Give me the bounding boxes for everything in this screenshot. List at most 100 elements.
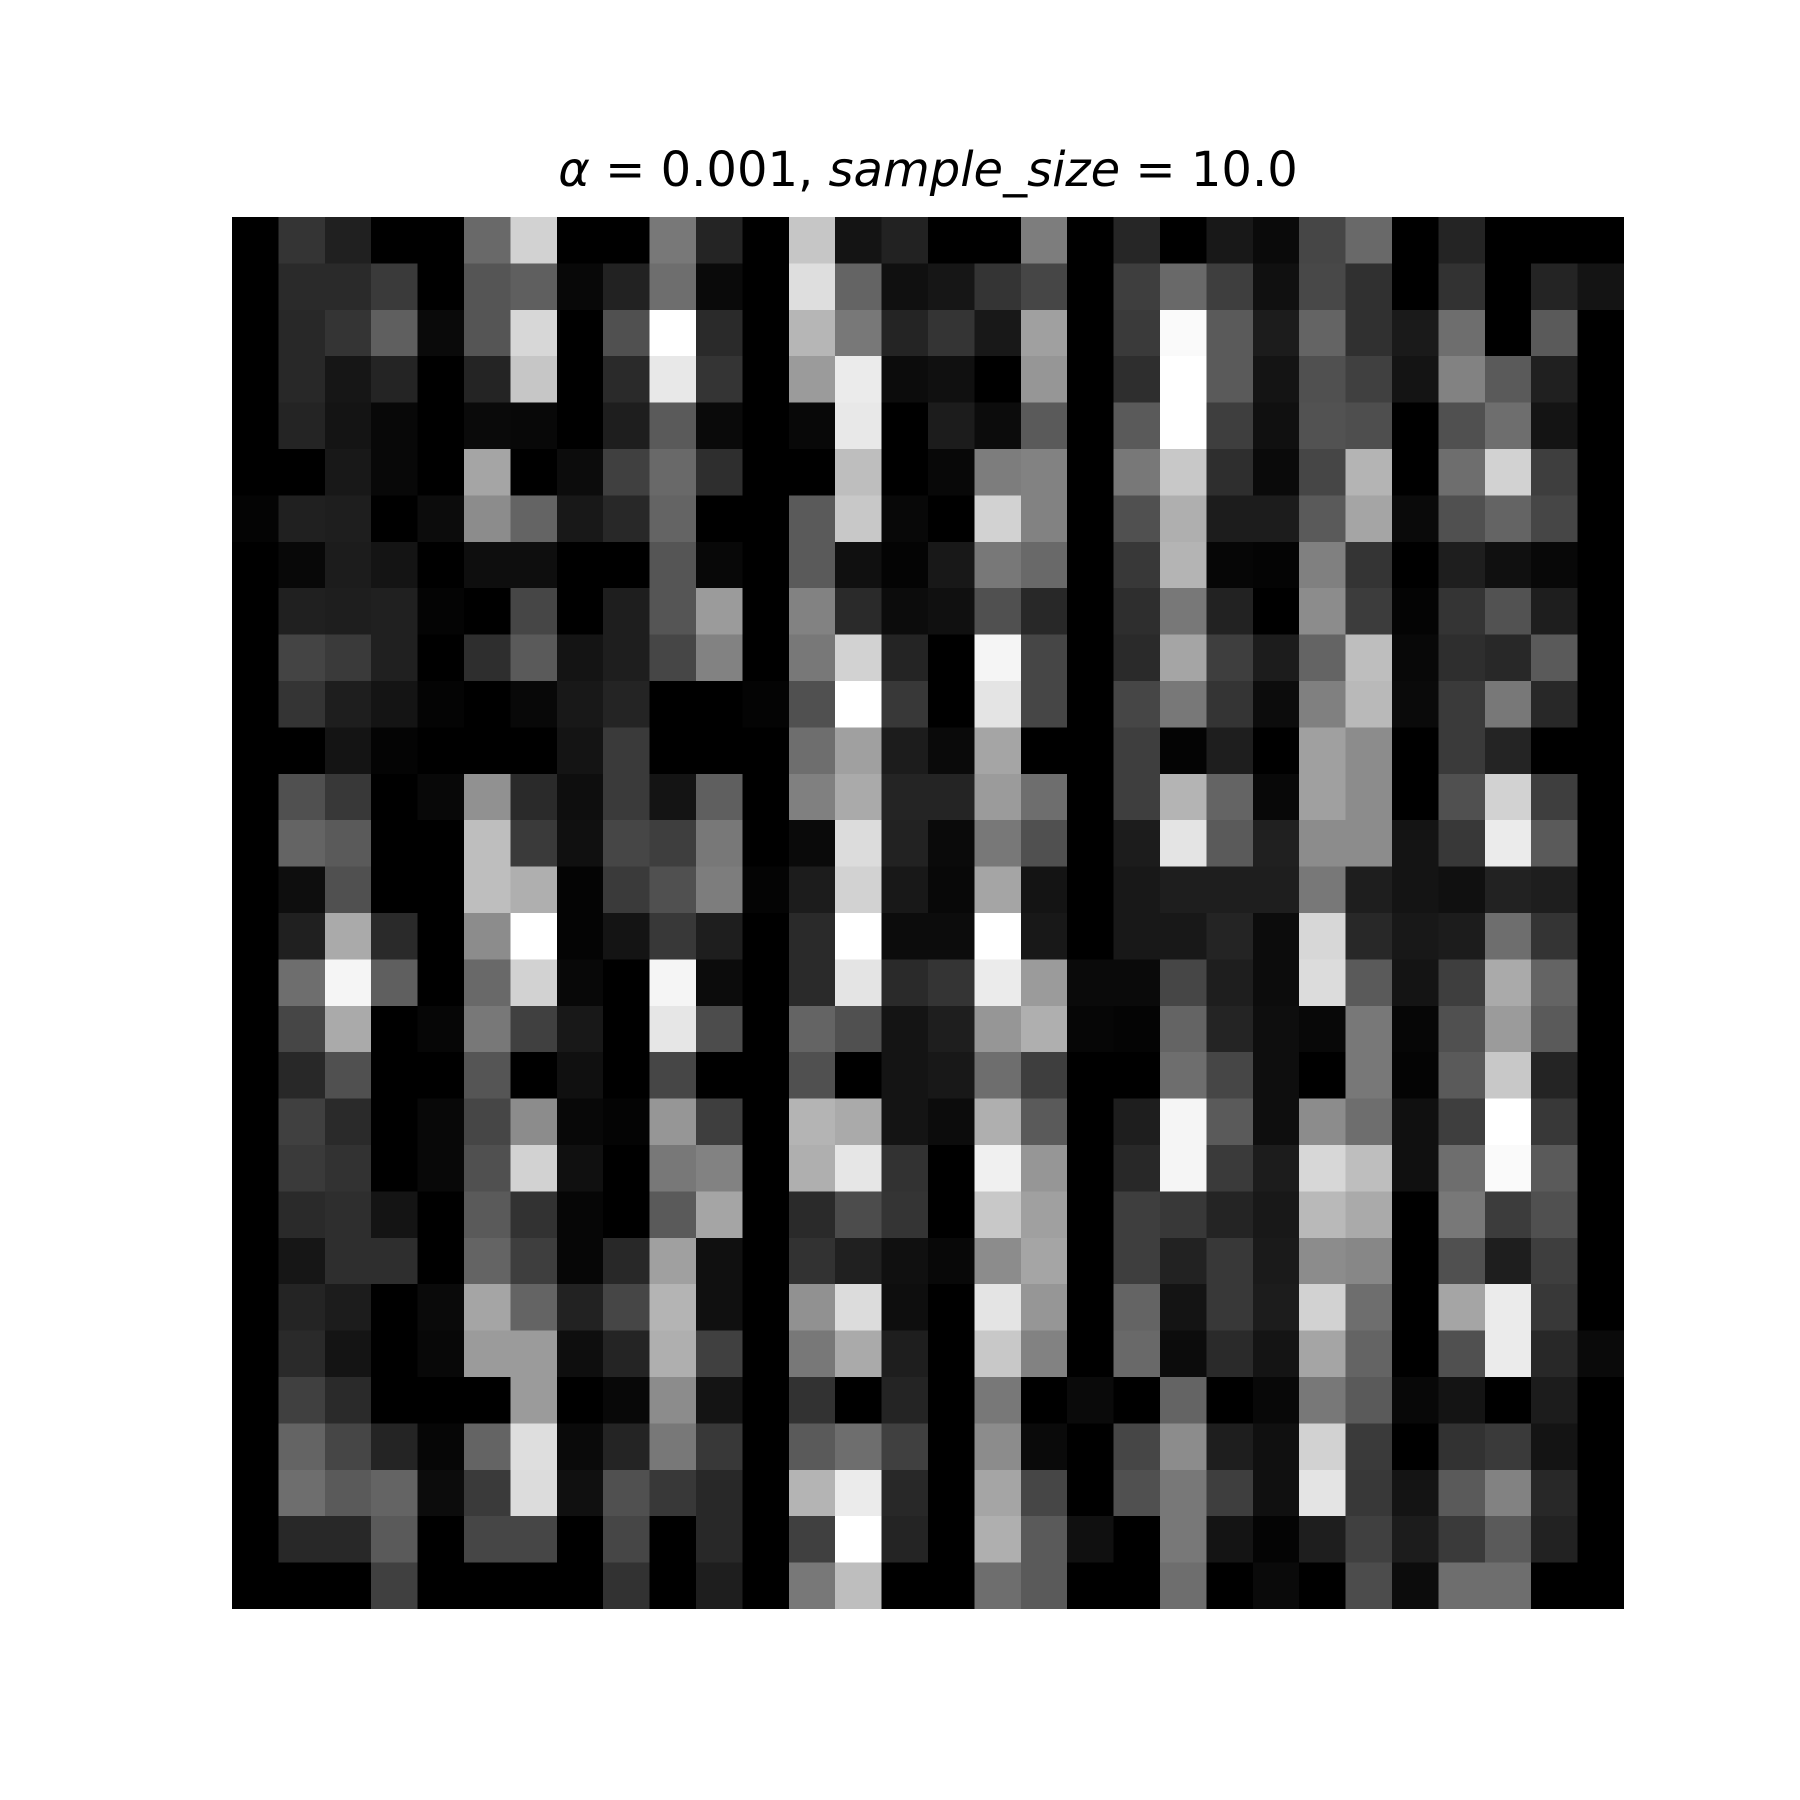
heatmap-cell-r6-c2 (324, 495, 372, 543)
heatmap-cell-r1-c0 (232, 263, 279, 311)
heatmap-cell-r7-c13 (835, 541, 883, 589)
heatmap-cell-r12-c13 (835, 773, 883, 821)
heatmap-cell-r28-c29 (1577, 1516, 1624, 1564)
heatmap-cell-r2-c10 (696, 309, 743, 357)
heatmap-cell-r6-c12 (788, 495, 836, 543)
heatmap-cell-r19-c29 (1577, 1098, 1624, 1146)
title-alpha-symbol: α (558, 142, 590, 198)
heatmap-cell-r5-c9 (649, 449, 697, 496)
heatmap-cell-r12-c18 (1067, 773, 1115, 821)
heatmap-cell-r4-c13 (835, 402, 883, 450)
heatmap-cell-r6-c23 (1299, 495, 1347, 543)
heatmap-cell-r13-c15 (928, 820, 975, 868)
heatmap-cell-r6-c15 (928, 495, 975, 543)
heatmap-cell-r29-c13 (835, 1562, 883, 1609)
heatmap-cell-r9-c13 (835, 634, 883, 682)
heatmap-cell-r7-c6 (510, 541, 558, 589)
heatmap-cell-r2-c21 (1206, 309, 1254, 357)
heatmap-cell-r1-c19 (1113, 263, 1161, 311)
heatmap-cell-r24-c15 (928, 1330, 975, 1378)
heatmap-cell-r10-c10 (696, 681, 743, 728)
heatmap-cell-r17-c25 (1392, 1005, 1439, 1053)
heatmap-cell-r2-c7 (556, 309, 604, 357)
heatmap-cell-r0-c2 (324, 217, 372, 264)
heatmap-cell-r26-c1 (278, 1423, 326, 1471)
heatmap-cell-r13-c18 (1067, 820, 1115, 868)
heatmap-cell-r0-c27 (1484, 217, 1532, 264)
heatmap-cell-r6-c13 (835, 495, 883, 543)
heatmap-cell-r13-c24 (1345, 820, 1393, 868)
heatmap-cell-r15-c18 (1067, 913, 1115, 960)
heatmap-cell-r22-c7 (556, 1237, 604, 1285)
heatmap-cell-r22-c26 (1438, 1237, 1486, 1285)
heatmap-cell-r7-c24 (1345, 541, 1393, 589)
heatmap-cell-r20-c2 (324, 1145, 372, 1192)
heatmap-cell-r21-c7 (556, 1191, 604, 1239)
heatmap-cell-r9-c11 (742, 634, 790, 682)
heatmap-cell-r4-c28 (1531, 402, 1579, 450)
heatmap-cell-r11-c22 (1252, 727, 1300, 775)
heatmap-cell-r5-c26 (1438, 449, 1486, 496)
heatmap-cell-r27-c12 (788, 1469, 836, 1517)
heatmap-cell-r20-c23 (1299, 1145, 1347, 1192)
heatmap-cell-r22-c14 (881, 1237, 929, 1285)
heatmap-cell-r2-c12 (788, 309, 836, 357)
heatmap-cell-r25-c0 (232, 1377, 279, 1424)
heatmap-cell-r23-c17 (1020, 1284, 1068, 1332)
heatmap-cell-r17-c5 (464, 1005, 511, 1053)
heatmap-cell-r13-c1 (278, 820, 326, 868)
heatmap-cell-r24-c26 (1438, 1330, 1486, 1378)
heatmap-cell-r2-c11 (742, 309, 790, 357)
heatmap-cell-r10-c4 (417, 681, 465, 728)
heatmap-cell-r8-c12 (788, 588, 836, 636)
heatmap-cell-r28-c24 (1345, 1516, 1393, 1564)
heatmap-cell-r1-c10 (696, 263, 743, 311)
heatmap-cell-r15-c25 (1392, 913, 1439, 960)
heatmap-cell-r18-c27 (1484, 1052, 1532, 1100)
heatmap-cell-r3-c2 (324, 356, 372, 404)
heatmap-cell-r28-c16 (974, 1516, 1022, 1564)
heatmap-cell-r26-c27 (1484, 1423, 1532, 1471)
heatmap-cell-r8-c17 (1020, 588, 1068, 636)
heatmap-cell-r9-c9 (649, 634, 697, 682)
heatmap-cell-r16-c22 (1252, 959, 1300, 1007)
heatmap-cell-r25-c15 (928, 1377, 975, 1424)
heatmap-cell-r22-c29 (1577, 1237, 1624, 1285)
heatmap-cell-r27-c8 (603, 1469, 651, 1517)
heatmap-cell-r11-c20 (1160, 727, 1207, 775)
heatmap-cell-r18-c4 (417, 1052, 465, 1100)
heatmap-cell-r2-c19 (1113, 309, 1161, 357)
heatmap-cell-r0-c3 (371, 217, 419, 264)
heatmap-cell-r21-c5 (464, 1191, 511, 1239)
heatmap-cell-r14-c29 (1577, 866, 1624, 914)
title-alpha-value: = 0.001, (589, 142, 829, 198)
heatmap-cell-r23-c5 (464, 1284, 511, 1332)
heatmap-cell-r23-c0 (232, 1284, 279, 1332)
heatmap-cell-r0-c25 (1392, 217, 1439, 264)
heatmap-cell-r7-c15 (928, 541, 975, 589)
heatmap-cell-r19-c10 (696, 1098, 743, 1146)
heatmap-cell-r19-c7 (556, 1098, 604, 1146)
heatmap-cell-r20-c19 (1113, 1145, 1161, 1192)
heatmap-cell-r1-c14 (881, 263, 929, 311)
heatmap-cell-r9-c25 (1392, 634, 1439, 682)
heatmap-cell-r12-c27 (1484, 773, 1532, 821)
heatmap-cell-r0-c24 (1345, 217, 1393, 264)
heatmap-cell-r21-c9 (649, 1191, 697, 1239)
heatmap-cell-r15-c19 (1113, 913, 1161, 960)
heatmap-cell-r12-c12 (788, 773, 836, 821)
heatmap-cell-r13-c0 (232, 820, 279, 868)
heatmap-cell-r1-c18 (1067, 263, 1115, 311)
heatmap-cell-r25-c18 (1067, 1377, 1115, 1424)
heatmap-cell-r14-c10 (696, 866, 743, 914)
heatmap-cell-r9-c7 (556, 634, 604, 682)
heatmap-cell-r21-c22 (1252, 1191, 1300, 1239)
heatmap-cell-r17-c7 (556, 1005, 604, 1053)
heatmap-cell-r20-c5 (464, 1145, 511, 1192)
heatmap-cell-r29-c23 (1299, 1562, 1347, 1609)
heatmap-cell-r24-c17 (1020, 1330, 1068, 1378)
heatmap-cell-r24-c23 (1299, 1330, 1347, 1378)
heatmap-cell-r12-c28 (1531, 773, 1579, 821)
heatmap-cell-r26-c29 (1577, 1423, 1624, 1471)
heatmap-cell-r27-c6 (510, 1469, 558, 1517)
